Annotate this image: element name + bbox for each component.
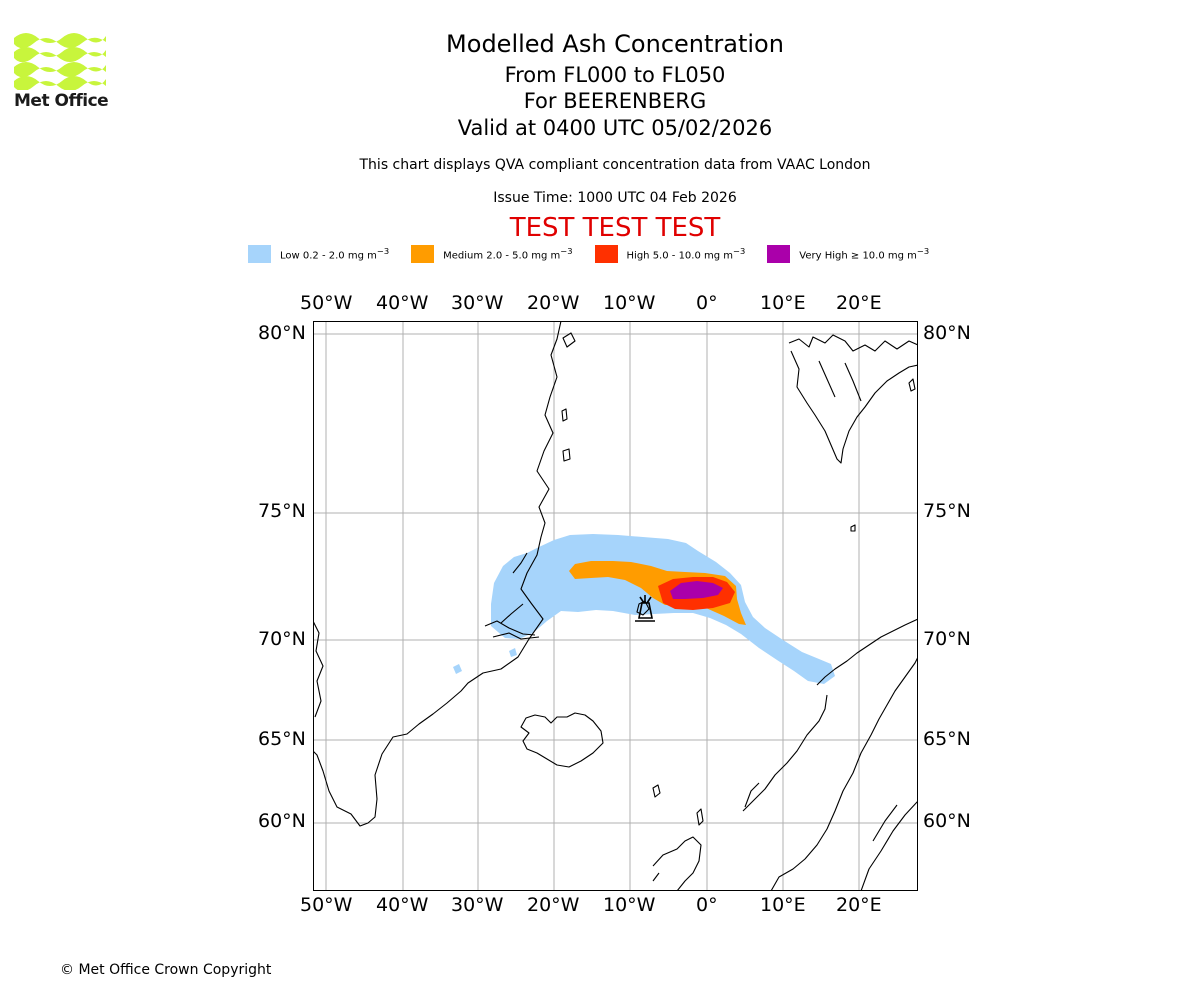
lon-label-top-10w: 10°W (603, 292, 656, 314)
map-frame (313, 321, 918, 891)
lon-label-bottom-50w: 50°W (300, 894, 353, 916)
lon-label-bottom-0: 0° (696, 894, 718, 916)
coast-svalbard (788, 334, 918, 464)
met-office-wordmark: Met Office (14, 91, 109, 111)
coast-shetland (696, 808, 704, 826)
lon-label-bottom-10e: 10°E (760, 894, 806, 916)
chart-title: Modelled Ash Concentration (446, 30, 784, 58)
legend-label-low: Low 0.2 - 2.0 mg m−3 (280, 246, 390, 262)
ash-region-very-high (670, 581, 723, 599)
lon-label-top-20w: 20°W (527, 292, 580, 314)
met-office-wave-icon (14, 33, 106, 92)
lon-label-bottom-20w: 20°W (527, 894, 580, 916)
legend-label-very-high: Very High ≥ 10.0 mg m−3 (799, 246, 930, 262)
legend-label-high: High 5.0 - 10.0 mg m−3 (626, 246, 746, 262)
lon-label-bottom-40w: 40°W (376, 894, 429, 916)
coast-svalbard-east (908, 378, 916, 392)
lat-label-right-75n: 75°N (923, 500, 971, 522)
coast-bear-island (850, 524, 856, 532)
test-banner: TEST TEST TEST (509, 213, 721, 243)
lon-label-top-30w: 30°W (451, 292, 504, 314)
volcano-icon (635, 595, 655, 622)
lat-label-right-80n: 80°N (923, 322, 971, 344)
valid-time: Valid at 0400 UTC 05/02/2026 (457, 116, 773, 140)
lon-label-top-20e: 20°E (836, 292, 882, 314)
legend-swatch-very-high (767, 245, 791, 263)
qva-note: This chart displays QVA compliant concen… (359, 157, 871, 173)
volcano-name: For BEERENBERG (523, 89, 707, 113)
lat-label-right-60n: 60°N (923, 810, 971, 832)
ash-plume (453, 534, 835, 684)
coast-scoresby-sund (484, 552, 540, 640)
lon-label-top-50w: 50°W (300, 292, 353, 314)
lat-label-left-65n: 65°N (258, 728, 306, 750)
volcano-marker (635, 595, 655, 622)
coastlines (313, 321, 918, 891)
coast-norway (770, 656, 918, 891)
lat-label-right-70n: 70°N (923, 628, 971, 650)
coast-jan-mayen (636, 600, 650, 616)
lon-label-bottom-10w: 10°W (603, 894, 656, 916)
lat-label-right-65n: 65°N (923, 728, 971, 750)
coast-faroe (652, 784, 661, 798)
lat-label-left-80n: 80°N (258, 322, 306, 344)
lat-label-left-75n: 75°N (258, 500, 306, 522)
legend-label-medium: Medium 2.0 - 5.0 mg m−3 (443, 246, 573, 262)
lat-label-left-60n: 60°N (258, 810, 306, 832)
issue-time: Issue Time: 1000 UTC 04 Feb 2026 (493, 190, 737, 206)
lon-label-top-10e: 10°E (760, 292, 806, 314)
coast-iceland (520, 712, 604, 768)
legend-item-very-high: Very High ≥ 10.0 mg m−3 (767, 245, 929, 263)
copyright: © Met Office Crown Copyright (60, 962, 272, 978)
legend-item-low: Low 0.2 - 2.0 mg m−3 (248, 245, 389, 263)
lon-label-bottom-20e: 20°E (836, 894, 882, 916)
coast-greenland-islands (561, 332, 576, 462)
legend-swatch-medium (411, 245, 435, 263)
ash-region-low-fleck-1 (453, 664, 462, 674)
coast-greenland-east (313, 321, 562, 827)
legend-item-high: High 5.0 - 10.0 mg m−3 (594, 245, 746, 263)
coast-norway-north (816, 618, 918, 686)
coast-greenland-west-edge (313, 620, 324, 718)
legend-swatch-high (594, 245, 618, 263)
legend: Low 0.2 - 2.0 mg m−3 Medium 2.0 - 5.0 mg… (248, 244, 951, 264)
lon-label-top-40w: 40°W (376, 292, 429, 314)
legend-item-medium: Medium 2.0 - 5.0 mg m−3 (411, 245, 573, 263)
lon-label-bottom-30w: 30°W (451, 894, 504, 916)
met-office-logo (14, 30, 106, 94)
flight-levels: From FL000 to FL050 (504, 63, 726, 87)
coast-scotland (652, 836, 702, 891)
legend-swatch-low (248, 245, 271, 263)
ash-map (313, 321, 918, 891)
lon-label-top-0: 0° (696, 292, 718, 314)
lat-label-left-70n: 70°N (258, 628, 306, 650)
coast-sweden-finland (860, 800, 918, 891)
ash-region-low-fleck-2 (509, 648, 517, 657)
coast-norway-fjords (742, 694, 828, 812)
